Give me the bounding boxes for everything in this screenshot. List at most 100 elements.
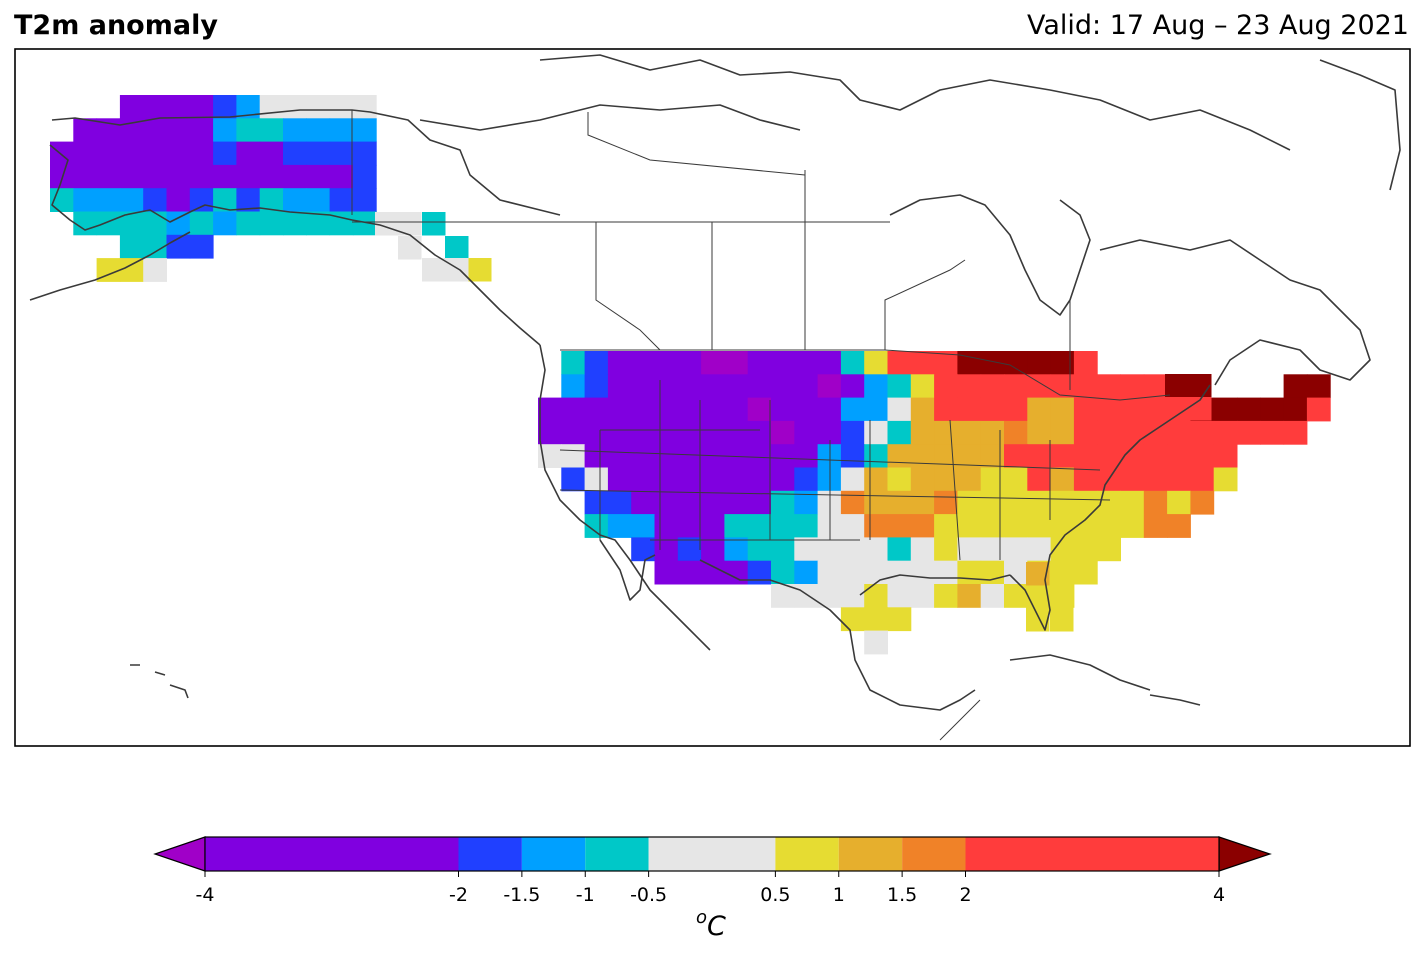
- anomaly-cell: [654, 351, 679, 375]
- anomaly-cell: [934, 397, 958, 422]
- anomaly-cell: [1004, 514, 1028, 538]
- anomaly-cell: [817, 374, 842, 399]
- anomaly-cell: [96, 188, 121, 212]
- anomaly-cell: [840, 584, 865, 608]
- anomaly-cell: [864, 374, 888, 399]
- anomaly-cell: [1050, 585, 1074, 609]
- anomaly-cell: [213, 211, 237, 236]
- anomaly-cell: [1026, 562, 1050, 586]
- anomaly-cell: [1097, 514, 1121, 538]
- anomaly-cell: [1050, 490, 1075, 515]
- anomaly-cell: [352, 164, 377, 189]
- anomaly-cell: [747, 514, 772, 538]
- anomaly-cell: [166, 141, 191, 166]
- anomaly-cell: [747, 560, 772, 585]
- anomaly-cell: [1190, 444, 1215, 468]
- anomaly-cell: [259, 118, 284, 143]
- anomaly-cell: [910, 467, 935, 492]
- anomaly-cell: [538, 420, 562, 445]
- colorbar-tick-label: 1: [833, 884, 845, 906]
- anomaly-cell: [1237, 397, 1261, 422]
- anomaly-cell: [143, 188, 167, 212]
- anomaly-cell: [1073, 397, 1098, 422]
- anomaly-cell: [445, 236, 469, 260]
- colorbar-tick-label: 1.5: [887, 884, 917, 906]
- anomaly-cell: [910, 351, 935, 375]
- anomaly-cell: [887, 467, 912, 492]
- anomaly-cell: [1027, 467, 1052, 492]
- anomaly-cell: [1027, 490, 1052, 515]
- anomaly-cell: [794, 420, 819, 445]
- anomaly-cell: [1073, 490, 1098, 515]
- colorbar-segment: [585, 837, 649, 871]
- anomaly-cell: [631, 444, 655, 468]
- anomaly-cell: [584, 420, 609, 445]
- anomaly-cell: [1143, 444, 1168, 468]
- anomaly-cell: [980, 467, 1005, 492]
- political-borders: [351, 110, 1171, 741]
- anomaly-cell: [1167, 444, 1191, 468]
- anomaly-cell: [771, 560, 795, 585]
- anomaly-cell: [1097, 490, 1121, 515]
- anomaly-cell: [73, 164, 98, 189]
- anomaly-cell: [96, 211, 121, 236]
- anomaly-cell: [1004, 444, 1028, 468]
- anomaly-cell: [887, 607, 912, 632]
- anomaly-cell: [119, 164, 144, 189]
- anomaly-cell: [677, 467, 702, 492]
- anomaly-cell: [1004, 560, 1028, 585]
- anomaly-cell: [817, 397, 842, 422]
- anomaly-cell: [794, 560, 819, 585]
- anomaly-cell: [1027, 514, 1052, 538]
- anomaly-cell: [1190, 467, 1215, 492]
- anomaly-cell: [584, 444, 609, 468]
- anomaly-cell: [910, 444, 935, 468]
- colorbar-tick-label: -1.5: [503, 884, 540, 906]
- anomaly-cell: [957, 467, 982, 492]
- anomaly-cell: [213, 95, 237, 119]
- anomaly-cell: [794, 374, 819, 399]
- anomaly-cell: [119, 211, 144, 236]
- anomaly-cell: [701, 514, 725, 538]
- anomaly-cell: [887, 584, 912, 608]
- anomaly-cell: [1213, 467, 1238, 492]
- anomaly-cell: [840, 490, 865, 515]
- map-title: T2m anomaly: [14, 10, 218, 41]
- anomaly-cell: [980, 584, 1005, 608]
- anomaly-cell: [236, 211, 261, 236]
- anomaly-cell: [840, 351, 865, 375]
- anomaly-cell: [1073, 351, 1098, 375]
- anomaly-cell: [1027, 537, 1052, 562]
- anomaly-cell: [538, 397, 562, 422]
- anomaly-cell: [771, 584, 795, 608]
- anomaly-cell: [584, 467, 609, 492]
- colorbar-tick-label: -0.5: [630, 884, 667, 906]
- anomaly-cell: [329, 118, 354, 143]
- anomaly-cell: [980, 420, 1005, 445]
- anomaly-cell: [607, 514, 632, 538]
- anomaly-cell: [1004, 397, 1028, 422]
- anomaly-cell: [631, 490, 655, 515]
- anomaly-cell: [887, 537, 912, 562]
- anomaly-cell: [980, 397, 1005, 422]
- anomaly-cell: [724, 420, 749, 445]
- anomaly-cell: [236, 118, 261, 143]
- anomaly-cell: [1073, 537, 1098, 562]
- anomaly-cell: [794, 537, 819, 562]
- anomaly-cell: [236, 188, 261, 212]
- anomaly-cell: [143, 118, 167, 143]
- anomaly-cell: [1097, 397, 1121, 422]
- anomaly-cell: [771, 351, 795, 375]
- valid-date-range: Valid: 17 Aug – 23 Aug 2021: [1026, 10, 1409, 41]
- anomaly-cell: [910, 514, 935, 538]
- anomaly-cell: [422, 258, 446, 282]
- anomaly-cell: [213, 188, 237, 212]
- anomaly-cell: [607, 444, 632, 468]
- anomaly-cell: [119, 188, 144, 212]
- anomaly-cell: [840, 537, 865, 562]
- anomaly-cell: [1050, 351, 1075, 375]
- anomaly-cell: [677, 374, 702, 399]
- anomaly-cell: [329, 141, 354, 166]
- anomaly-cell: [283, 188, 307, 212]
- anomaly-cell: [934, 374, 958, 399]
